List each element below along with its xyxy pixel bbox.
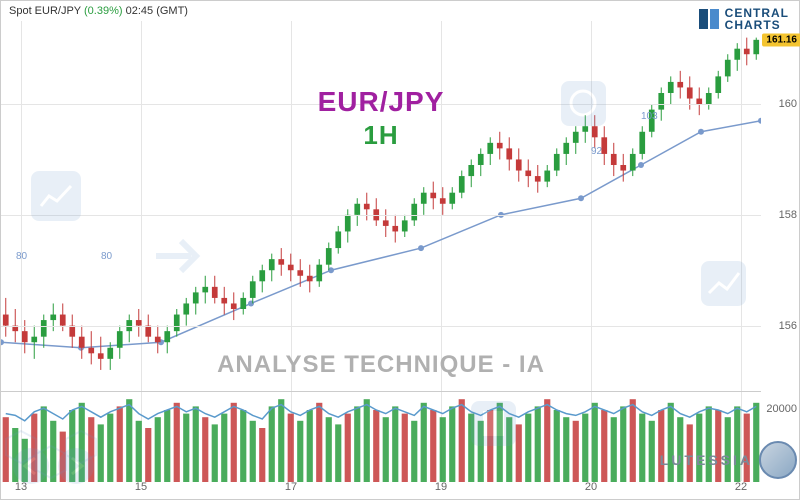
logo-text: CENTRAL CHARTS xyxy=(725,7,789,31)
x-tick: 22 xyxy=(735,481,747,493)
watermark-chart-icon xyxy=(31,171,81,221)
price-svg xyxy=(1,21,761,381)
watermark-nav-fwd-icon xyxy=(56,446,96,486)
bottom-brand: LUTESSIA xyxy=(660,441,797,479)
watermark-arrow-icon xyxy=(151,231,211,281)
brand-text: LUTESSIA xyxy=(660,452,753,468)
watermark-nav-back-icon xyxy=(11,446,51,486)
indicator-label: 103 xyxy=(641,111,658,122)
chart-container: Spot EUR/JPY (0.39%) 02:45 (GMT) CENTRAL… xyxy=(0,0,800,500)
indicator-label: 80 xyxy=(16,251,27,262)
x-tick: 17 xyxy=(285,481,297,493)
price-ytick: 156 xyxy=(779,320,797,332)
avatar-icon xyxy=(759,441,797,479)
volume-ytick: 20000 xyxy=(766,403,797,415)
indicator-label: 92 xyxy=(591,146,602,157)
price-chart[interactable] xyxy=(1,21,761,381)
watermark-trend-icon xyxy=(701,261,746,306)
current-price-badge: 161.16 xyxy=(762,33,800,46)
instrument-label: Spot EUR/JPY xyxy=(9,5,81,17)
indicator-label: 80 xyxy=(101,251,112,262)
price-ytick: 160 xyxy=(779,98,797,110)
watermark-doc-icon xyxy=(471,401,516,446)
brand-logo[interactable]: CENTRAL CHARTS xyxy=(699,7,789,31)
time-label: 02:45 (GMT) xyxy=(126,5,188,17)
x-tick: 19 xyxy=(435,481,447,493)
price-ytick: 158 xyxy=(779,209,797,221)
chart-header: Spot EUR/JPY (0.39%) 02:45 (GMT) xyxy=(9,5,188,17)
pct-change: (0.39%) xyxy=(84,5,123,17)
central-charts-icon xyxy=(699,9,719,29)
price-y-axis: 156 158 160 161.16 xyxy=(761,21,800,381)
watermark-refresh-icon xyxy=(561,81,606,126)
x-tick: 20 xyxy=(585,481,597,493)
